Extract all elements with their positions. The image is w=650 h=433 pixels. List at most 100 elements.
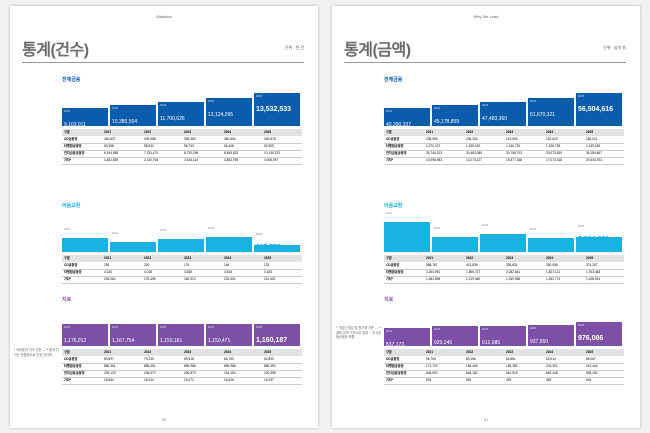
value-label: 11,700,626 (160, 115, 185, 122)
section-1: 어음교환 2021 5,036,476 2022 3,489,763 2023 3,860,… (384, 202, 624, 288)
data-label: 2023 3,860,498 (482, 224, 504, 244)
table-cell: 1,252,774 (546, 277, 561, 281)
table-row: 기타* 1,652,839 2,130,764 2,516,114 3,863,759 3… (62, 157, 302, 165)
table-cell: 206,873 (184, 371, 196, 375)
value-label: 207,296 (208, 238, 227, 245)
table-row: 기타* 10,098,983 13,273,127 15,377,348 17,073,… (384, 157, 624, 165)
table-row: 타행환공동망 1,270,472 1,206,415 1,136,720 1,326,7… (384, 143, 624, 151)
bar (528, 325, 574, 346)
table-cell: 전자금융공동망 (64, 371, 85, 375)
year-label: 2025 (578, 323, 585, 327)
title-rule (22, 62, 304, 63)
table-header-cell: 2022 (144, 256, 152, 260)
table-header-cell: 2024 (546, 256, 554, 260)
table-cell: 타행환공동망 (64, 270, 82, 274)
table-cell: 483 (546, 378, 552, 382)
year-label: 2025 (578, 94, 585, 98)
data-label: 2024 13,124,295 (208, 100, 233, 120)
table-cell: 8,845,823 (224, 151, 239, 155)
table-cell: 192,625 (546, 137, 558, 141)
year-label: 2021 (386, 329, 393, 333)
table-header-cell: 2022 (466, 256, 474, 260)
value-label: 47,483,360 (482, 115, 508, 122)
bar (254, 324, 300, 346)
table-cell: 기타* (386, 277, 394, 281)
data-label: 2021 40,390,337 (386, 110, 411, 130)
table-cell: 30,758,703 (506, 151, 522, 155)
table-header-cell: 2025 (264, 256, 272, 260)
value-label: 3,504,861 (578, 235, 610, 243)
value-label: 40,390,337 (386, 121, 412, 128)
table-header-cell: 2025 (586, 130, 594, 134)
section-1: 어음교환 2021 234,583 2022 178,674 2023 193,534 202… (62, 202, 302, 288)
table-header-cell: 2024 (224, 350, 232, 354)
data-label: 2023 912,985 (482, 328, 500, 348)
table-cell: 880,490 (264, 364, 276, 368)
title-rule (344, 62, 626, 63)
table-cell: 203,504 (224, 277, 236, 281)
value-label: 51,670,321 (530, 111, 556, 118)
table-header: 구분 2021 2022 2023 2024 2025 (384, 129, 624, 136)
table-cell: 6,944,968 (104, 151, 119, 155)
unit-label: 단위 : 천 건 (284, 45, 304, 50)
table-cell: 타행환공동망 (386, 364, 404, 368)
table-cell: 1,219,460 (466, 277, 481, 281)
table-row: 기타* 205,064 175,495 160,510 203,504 114,402 (62, 276, 302, 284)
year-label: 2024 (208, 99, 215, 103)
table-cell: 1,382,698 (426, 277, 441, 281)
data-label: 2021 234,583 (64, 228, 82, 248)
table-cell: 기타* (386, 378, 394, 382)
data-label: 2022 45,178,859 (434, 107, 459, 127)
table-cell: 220 (144, 263, 150, 267)
section-label: 전체금융 (384, 77, 403, 83)
value-label: 3,489,763 (434, 238, 457, 245)
table-cell: 205,064 (104, 277, 116, 281)
bar (480, 102, 526, 126)
table-cell: 15,377,348 (506, 158, 522, 162)
year-label: 2023 (482, 327, 489, 331)
table-header: 구분 2021 2022 2023 2024 2025 (384, 349, 624, 356)
table-cell: 타행환공동망 (386, 144, 404, 148)
table-header: 구분 2021 2022 2023 2024 2025 (62, 349, 302, 356)
data-label: 2022 3,489,763 (434, 227, 456, 247)
table-cell: 3,183 (264, 270, 272, 274)
section-0: 전체금융 2021 9,103,011 2022 10,380,554 2023 11,70… (62, 76, 302, 169)
table-header-cell: 구분 (386, 350, 392, 354)
table-header: 구분 2021 2022 2023 2024 2025 (384, 255, 624, 262)
table-cell: 395,483 (184, 137, 196, 141)
side-note: * 기업간 매입 및 원거래 기준 ... ** 결제 금액 기준으로 집계 .… (336, 326, 382, 340)
table-cell: 1,139,160 (586, 144, 601, 148)
bar (528, 98, 574, 126)
table-header-cell: 2023 (506, 130, 514, 134)
table-cell: 444 (586, 378, 592, 382)
data-label: 2021 5,036,476 (386, 212, 408, 232)
table-cell: 2,516,114 (184, 158, 198, 162)
value-label: 976,086 (578, 334, 604, 342)
table-cell: CD공동망 (386, 263, 400, 267)
value-label: 13,532,533 (256, 105, 292, 113)
table-cell: 1,827,121 (546, 270, 561, 274)
data-label: 2023 193,534 (160, 229, 178, 249)
side-note: * 아래표의 귀속 기준 ... ** 합계 차이는 반올림으로 인한 것이며 … (14, 348, 59, 357)
table-cell: 1,206,415 (466, 144, 481, 148)
value-label: 1,160,187 (256, 336, 288, 344)
page-title: 통계(금액) (344, 42, 411, 59)
table-row: CD공동망 293 220 176 164 133 (62, 262, 302, 270)
table-cell: 1,028,091 (586, 277, 601, 281)
data-label: 2022 929,346 (434, 328, 452, 348)
year-label: 2025 (578, 224, 585, 228)
year-label: 2024 (530, 99, 537, 103)
table-cell: 869,988 (224, 364, 236, 368)
table-cell: 203,301 (546, 364, 558, 368)
table-cell: 4,316 (104, 270, 112, 274)
table-cell: 885,451 (144, 364, 156, 368)
bar (206, 237, 252, 252)
table-cell: 86,067 (586, 357, 596, 361)
value-label: 9,103,011 (64, 121, 86, 128)
table-cell: 56,733 (184, 144, 194, 148)
table-cell: CD공동망 (386, 357, 400, 361)
right-page: Why We Lead 통계(금액) 단위 : 십억 원 * 기업간 매입 및 … (332, 6, 640, 428)
value-label: 10,380,554 (112, 118, 138, 125)
table-header-cell: 2025 (586, 256, 594, 260)
table-header-cell: 구분 (386, 130, 392, 134)
